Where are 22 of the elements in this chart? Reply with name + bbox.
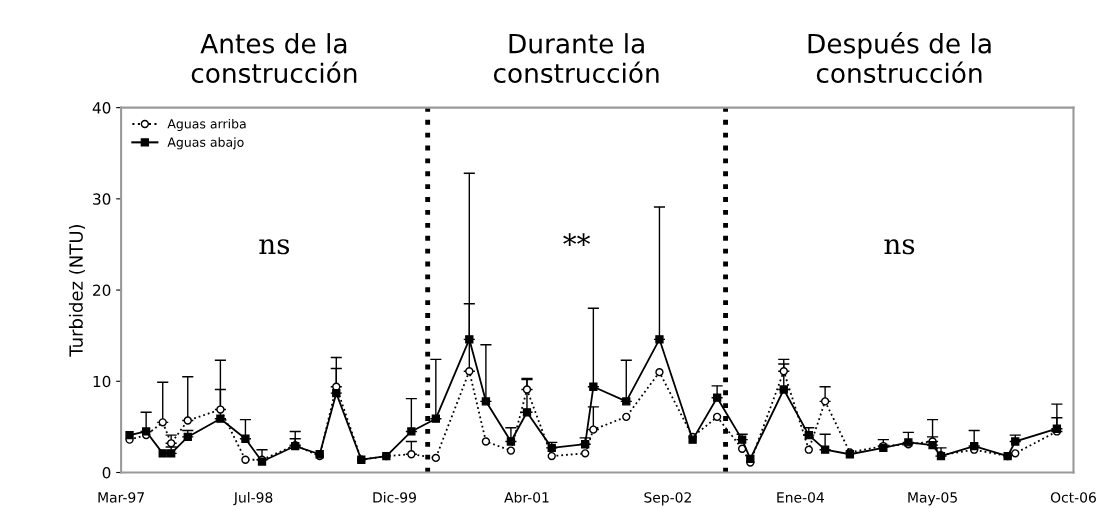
x-tick-label: Ene-04 [777,492,824,503]
annotation: ns [259,239,290,255]
x-tick-label: Oct-06 [1050,492,1096,503]
x-tick-label: Dic-99 [373,491,416,503]
y-axis-title: Turbidez (NTU) [68,224,86,357]
x-tick-label: May-05 [908,492,957,506]
y-tick-label: 40 [92,102,111,114]
x-tick-label: Sep-02 [644,492,691,506]
text: Durante la construcción [493,33,659,84]
annotation: ** [563,233,591,246]
x-tick-label: Jul-98 [233,491,273,506]
y-tick-label: 20 [93,284,111,297]
legend-label: Aguas arriba [167,118,246,131]
x-tick-label: Abr-01 [504,491,549,503]
text: Después de la construcción [808,32,991,84]
annotation: ns [884,239,915,255]
y-tick-label: 0 [102,466,111,479]
text: Antes de la construcción [191,33,357,84]
x-tick-label: Mar-97 [98,492,144,503]
y-tick-label: 10 [93,375,111,388]
legend-label: Aguas abajo [167,137,244,150]
y-tick-label: 30 [93,193,111,205]
